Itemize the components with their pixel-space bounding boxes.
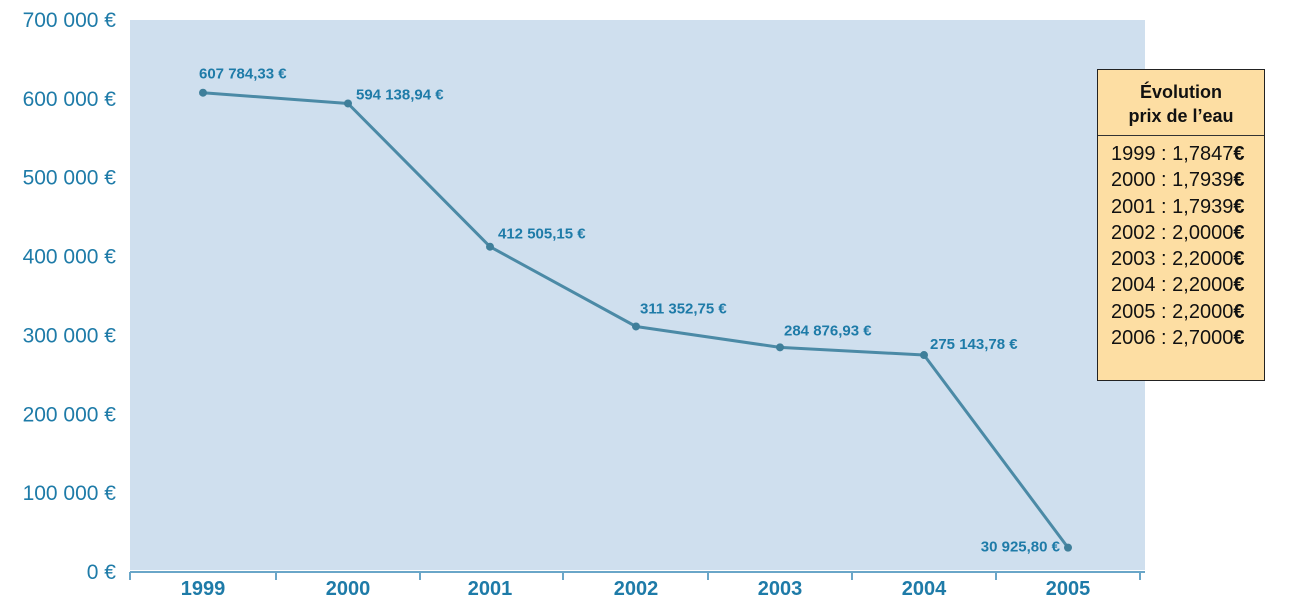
plot-area [130,20,1145,570]
legend-row-currency: € [1233,300,1245,323]
legend-row-year: 2003 [1111,248,1156,271]
legend-row: 2002 : 2,0000€ [1098,220,1264,246]
legend-row-year: 2005 [1111,300,1156,323]
y-tick-label: 300 000 € [23,324,117,347]
legend-row-price: 2,2000 [1172,300,1234,323]
y-axis-labels: 0 € 100 000 € 200 000 € 300 000 € 400 000 € 5… [23,9,117,584]
data-point [486,242,494,251]
legend-row: 1999 : 1,7847€ [1098,141,1264,167]
data-point [344,99,352,108]
y-tick-label: 500 000 € [23,167,117,190]
data-points [199,88,1072,552]
x-tick-label: 2005 [1046,578,1091,599]
legend-row-currency: € [1233,169,1245,192]
legend-row-price: 2,0000 [1172,221,1234,244]
y-tick-label: 100 000 € [23,482,117,505]
legend-row-price: 1,7939 [1172,195,1234,218]
legend-title-line2: prix de l’eau [1128,106,1234,126]
x-tick-label: 2004 [902,578,947,599]
legend-row-year: 2004 [1111,274,1156,297]
legend-row: 2004 : 2,2000€ [1098,272,1264,298]
legend-row-separator: : [1155,248,1173,271]
x-axis-labels: 1999 2000 2001 2002 2003 2004 2005 [181,578,1091,599]
y-tick-label: 600 000 € [23,88,117,111]
data-labels: 607 784,33 € 594 138,94 € 412 505,15 € 311 … [199,66,1061,556]
y-tick-label: 0 € [87,561,117,584]
data-label: 30 925,80 € [981,539,1061,556]
legend-row-separator: : [1155,143,1173,165]
legend-row-year: 2001 [1111,195,1156,218]
legend-row-separator: : [1155,300,1173,323]
data-label: 311 352,75 € [640,300,727,317]
y-tick-label: 700 000 € [23,9,117,32]
legend-row-price: 2,2000 [1172,248,1234,271]
data-label: 284 876,93 € [784,322,872,339]
legend-row-separator: : [1155,169,1173,192]
legend-row: 2006 : 2,7000€ [1098,325,1264,351]
legend-row-currency: € [1233,248,1245,271]
data-label: 594 138,94 € [356,86,444,103]
x-tick-label: 2001 [468,578,513,599]
legend-row-currency: € [1233,143,1245,165]
legend-title-line1: Évolution [1140,82,1222,102]
legend-row-separator: : [1155,274,1173,297]
legend-row-currency: € [1233,274,1245,297]
legend-row-price: 2,7000 [1172,327,1234,350]
legend-row-separator: : [1155,327,1173,350]
legend-row: 2001 : 1,7939€ [1098,194,1264,220]
legend-row-currency: € [1233,327,1245,350]
legend-row-currency: € [1233,195,1245,218]
legend-row-price: 2,2000 [1172,274,1234,297]
x-tick-label: 2002 [614,578,659,599]
legend-row-year: 2000 [1111,169,1156,192]
legend-row-year: 2006 [1111,327,1156,350]
data-point [199,88,207,97]
legend-row-price: 1,7939 [1172,169,1234,192]
data-label: 412 505,15 € [498,226,586,243]
legend-row-year: 1999 [1111,143,1156,165]
legend-title: Évolution prix de l’eau [1098,80,1264,128]
x-tick-label: 2000 [326,578,371,599]
legend-row-year: 2002 [1111,221,1156,244]
x-tick-label: 2003 [758,578,803,599]
y-tick-label: 200 000 € [23,403,117,426]
legend-divider [1098,135,1264,136]
data-point [1064,543,1072,552]
x-axis-ticks [129,572,1141,580]
legend-row: 2005 : 2,2000€ [1098,299,1264,325]
legend-rows: 1999 : 1,7847€ 2000 : 1,7939€ 2001 : 1,793… [1098,141,1264,351]
x-tick-label: 1999 [181,578,226,599]
water-price-legend: Évolution prix de l’eau 1999 : 1,7847€ 20… [1097,69,1265,381]
legend-row-separator: : [1155,221,1173,244]
data-point [920,351,928,360]
data-point [776,343,784,352]
legend-row-price: 1,7847 [1172,143,1234,165]
legend-row-separator: : [1155,195,1173,218]
data-point [632,322,640,331]
legend-row: 2000 : 1,7939€ [1098,167,1264,193]
data-label: 607 784,33 € [199,66,287,83]
y-tick-label: 400 000 € [23,246,117,269]
legend-row: 2003 : 2,2000€ [1098,246,1264,272]
legend-row-currency: € [1233,221,1245,244]
data-label: 275 143,78 € [930,336,1018,353]
